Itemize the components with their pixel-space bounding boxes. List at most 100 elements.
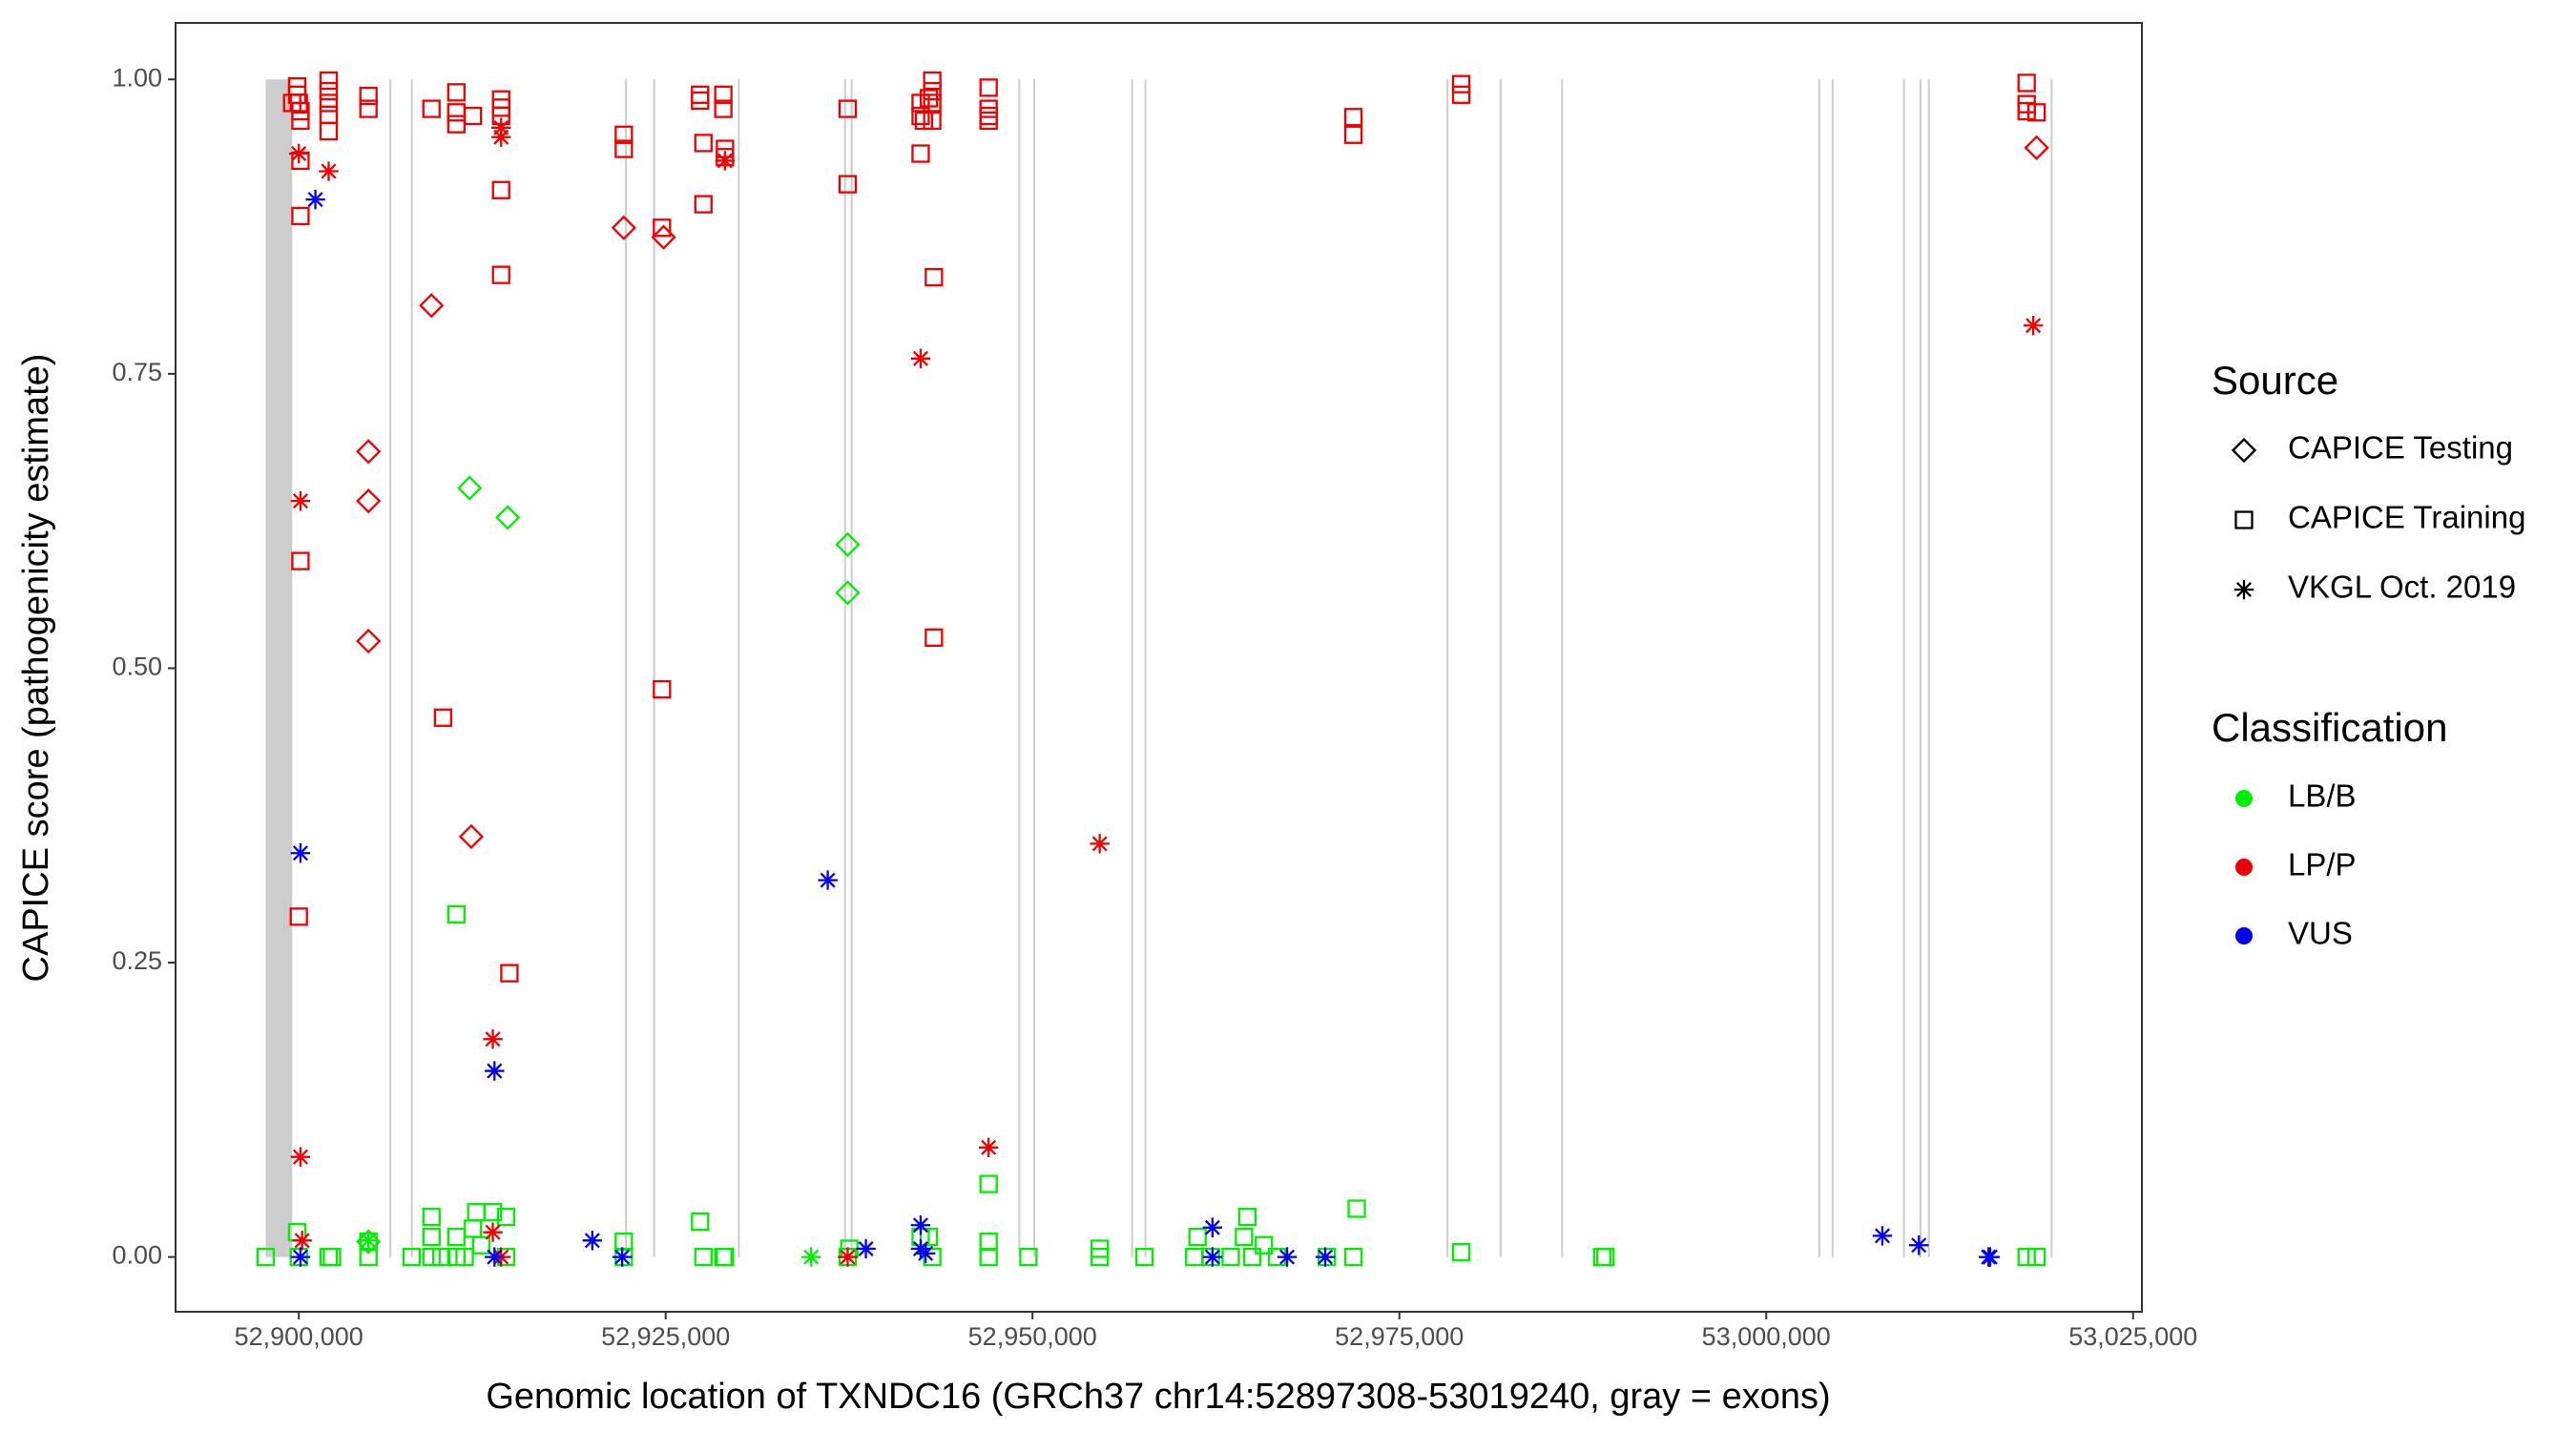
legend-symbol — [2235, 859, 2253, 876]
y-tick-label: 0.50 — [112, 653, 162, 681]
legend-symbol — [2234, 510, 2254, 529]
point — [818, 870, 838, 890]
point — [1343, 1247, 1363, 1267]
point — [455, 1247, 474, 1267]
point — [923, 71, 942, 91]
point — [911, 144, 930, 163]
point — [290, 490, 311, 511]
point — [1451, 74, 1471, 93]
point — [471, 1235, 491, 1255]
legend-symbol — [2231, 437, 2257, 464]
point — [801, 1247, 821, 1267]
point — [457, 475, 483, 501]
y-tick-label: 0.25 — [112, 946, 162, 975]
point — [691, 1212, 710, 1232]
point — [432, 1247, 451, 1267]
point — [483, 1203, 503, 1222]
point — [1221, 1247, 1240, 1267]
point — [485, 1247, 505, 1267]
exon — [843, 79, 846, 1257]
point — [614, 139, 634, 158]
point — [319, 71, 339, 91]
point — [495, 505, 521, 530]
y-tick-label: 0.75 — [112, 358, 162, 386]
point — [915, 1243, 936, 1264]
point — [291, 206, 310, 226]
exon — [1919, 79, 1922, 1257]
point — [358, 1231, 379, 1251]
exon — [1902, 79, 1905, 1257]
legend-entry: CAPICE Testing — [2288, 430, 2513, 466]
point — [1242, 1247, 1262, 1267]
point — [923, 93, 942, 113]
point — [419, 293, 445, 319]
point — [1343, 108, 1363, 127]
point — [422, 1247, 441, 1267]
point — [838, 99, 858, 118]
point — [356, 439, 382, 465]
point — [1090, 834, 1110, 854]
y-axis-title: CAPICE score (pathogenicity estimate) — [16, 354, 56, 983]
point — [714, 85, 733, 104]
legend-entry: LB/B — [2288, 778, 2357, 814]
exon — [1927, 79, 1930, 1257]
point — [979, 78, 998, 97]
point — [1019, 1247, 1038, 1267]
point — [359, 86, 378, 106]
point — [714, 99, 733, 118]
legend-entry: CAPICE Training — [2288, 500, 2525, 535]
legend-symbol — [2235, 790, 2253, 807]
point — [500, 964, 519, 983]
legend-title: Classification — [2212, 705, 2447, 750]
point — [1134, 1247, 1154, 1267]
point — [483, 1029, 503, 1049]
exon — [389, 79, 392, 1257]
point — [322, 1247, 342, 1267]
exon — [737, 79, 740, 1257]
point — [282, 93, 301, 113]
point — [485, 1061, 505, 1081]
point — [979, 1137, 999, 1158]
point — [911, 106, 930, 126]
point — [1980, 1247, 2001, 1267]
point — [2024, 135, 2049, 160]
point — [491, 127, 511, 147]
exon — [1131, 79, 1133, 1257]
point — [1202, 1217, 1223, 1237]
point — [356, 1229, 382, 1255]
exon — [850, 79, 853, 1257]
point — [715, 151, 736, 171]
point — [1202, 1247, 1223, 1267]
point — [319, 121, 339, 141]
point — [979, 111, 998, 131]
point — [856, 1238, 876, 1259]
point — [305, 189, 325, 210]
exon — [625, 79, 628, 1257]
exon — [1561, 79, 1564, 1257]
point — [694, 1247, 713, 1267]
point — [1315, 1247, 1336, 1267]
point — [582, 1231, 603, 1251]
x-tick-label: 52,900,000 — [235, 1322, 364, 1351]
point — [1235, 1227, 1254, 1247]
point — [694, 134, 713, 153]
point — [402, 1247, 422, 1267]
point — [1347, 1199, 1366, 1218]
point — [289, 907, 308, 926]
point — [1909, 1235, 1929, 1255]
point — [2026, 1247, 2046, 1267]
point — [464, 106, 483, 126]
point — [319, 93, 339, 113]
x-tick-label: 52,950,000 — [968, 1322, 1097, 1351]
point — [838, 175, 858, 194]
point — [923, 81, 942, 101]
point — [422, 1207, 441, 1227]
x-tick-label: 53,000,000 — [1702, 1322, 1831, 1351]
point — [290, 1147, 311, 1167]
point — [838, 1247, 858, 1267]
point — [653, 679, 672, 699]
point — [1255, 1235, 1274, 1255]
exon — [1818, 79, 1820, 1257]
x-axis-title: Genomic location of TXNDC16 (GRCh37 chr1… — [486, 1377, 1830, 1417]
